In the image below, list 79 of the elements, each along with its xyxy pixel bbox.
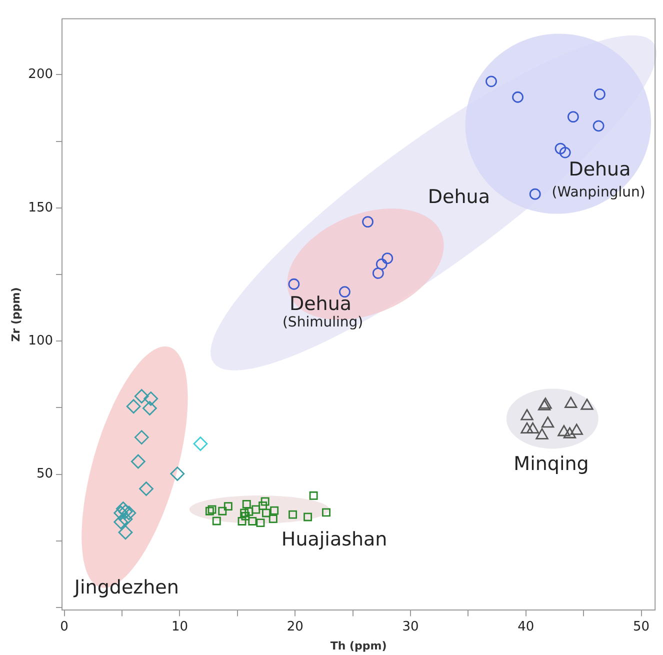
point: [536, 428, 548, 440]
point: [362, 216, 374, 228]
point: [248, 516, 257, 526]
point: [256, 518, 265, 528]
x-tick-label: 30: [402, 619, 419, 634]
point: [564, 396, 578, 408]
point: [529, 188, 541, 200]
point: [570, 424, 583, 435]
point: [252, 505, 260, 514]
point: [130, 454, 146, 469]
annotation: Dehua: [289, 292, 352, 315]
point: [486, 76, 497, 88]
point: [304, 512, 312, 522]
point: [288, 510, 298, 519]
point: [376, 258, 388, 270]
point: [512, 91, 524, 103]
point: [258, 502, 268, 510]
point: [288, 278, 300, 290]
point: [372, 268, 384, 279]
annotation: (Shimuling): [282, 314, 364, 331]
point: [268, 514, 278, 524]
y-tick-label: 150: [28, 200, 54, 216]
x-tick-label: 0: [60, 619, 68, 634]
point: [139, 482, 154, 496]
point: [262, 508, 270, 518]
point: [242, 500, 251, 508]
point: [322, 508, 330, 517]
point: [526, 422, 540, 434]
point: [170, 466, 185, 482]
point: [142, 401, 157, 416]
point: [224, 502, 232, 511]
point: [114, 506, 128, 520]
x-tick-label: 10: [171, 619, 188, 634]
point: [541, 416, 554, 428]
y-axis-title: Zr (ppm): [9, 287, 22, 342]
y-tick-label: 50: [36, 466, 54, 482]
point: [205, 506, 214, 516]
point: [134, 430, 149, 445]
point: [118, 512, 133, 526]
point: [567, 111, 579, 123]
point: [244, 507, 254, 516]
point: [212, 516, 221, 526]
point: [270, 506, 279, 515]
point: [563, 427, 576, 438]
point: [241, 512, 250, 520]
point: [193, 436, 208, 451]
point: [240, 508, 249, 518]
point: [126, 399, 141, 414]
point: [144, 391, 158, 406]
annotation: (Wanpinglun): [552, 184, 646, 201]
point: [218, 506, 227, 516]
point: [382, 252, 394, 264]
point: [260, 497, 270, 506]
point: [118, 525, 133, 540]
point: [114, 514, 128, 530]
x-tick-label: 40: [518, 619, 534, 634]
annotation: Huajiashan: [281, 528, 388, 550]
annotation: Dehua: [568, 158, 631, 180]
point: [122, 506, 136, 520]
point: [208, 505, 216, 514]
point: [594, 88, 606, 100]
point: [592, 120, 604, 132]
point: [134, 389, 149, 404]
point: [554, 142, 566, 154]
x-tick-label: 20: [286, 619, 304, 634]
y-tick-label: 100: [28, 334, 54, 349]
point: [559, 146, 571, 158]
point: [520, 409, 534, 420]
annotation: Jingdezhen: [73, 576, 179, 599]
y-tick-label: 200: [28, 67, 54, 82]
point: [309, 491, 318, 500]
point: [580, 398, 594, 410]
point: [520, 422, 534, 434]
x-tick-label: 50: [632, 619, 650, 634]
x-axis-title: Th (ppm): [330, 639, 387, 652]
point: [238, 516, 246, 526]
point: [558, 425, 570, 436]
annotation: Dehua: [428, 186, 490, 208]
annotation: Minqing: [514, 452, 589, 475]
